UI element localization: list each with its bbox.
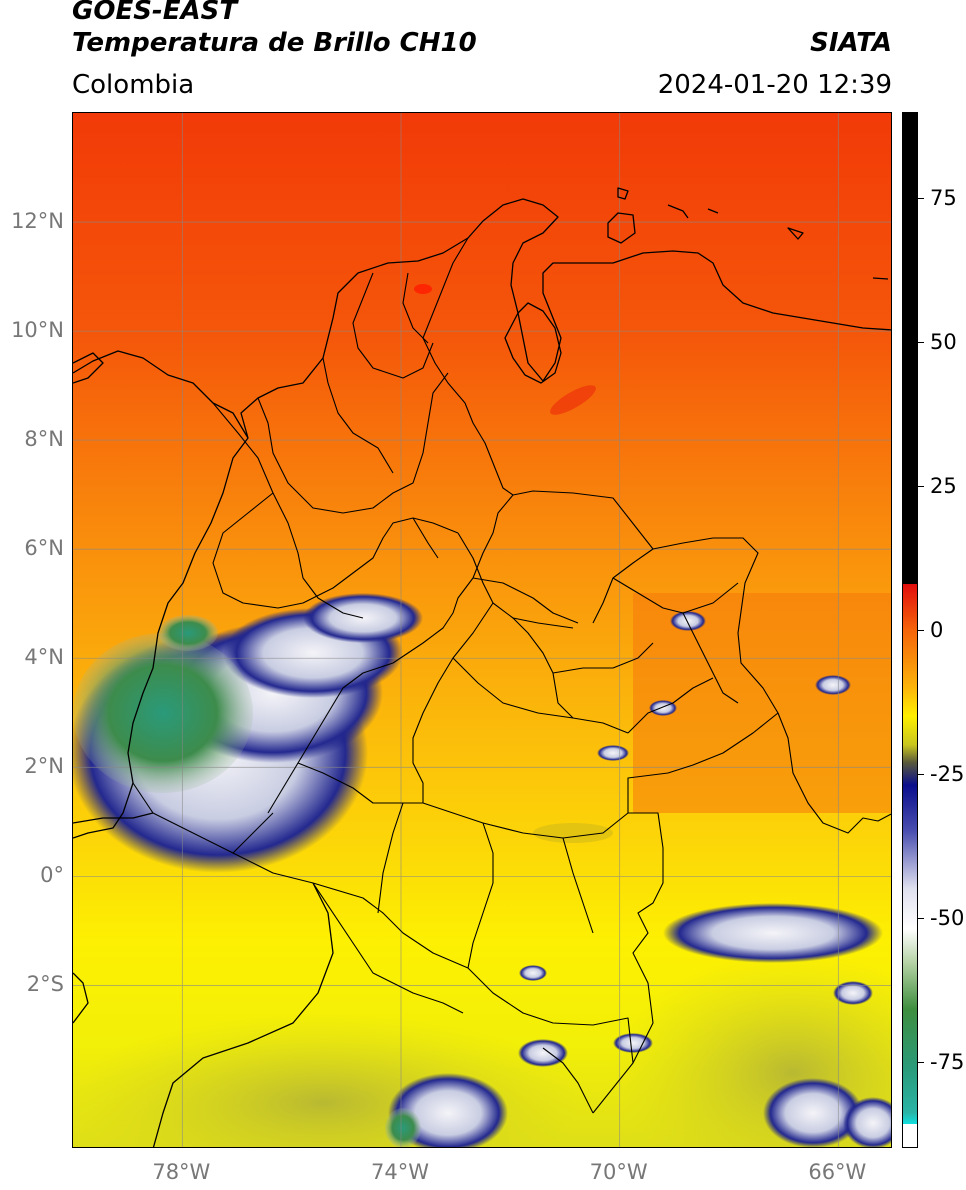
colorbar-tick-mark bbox=[918, 773, 924, 775]
colorbar-tick-label: 75 bbox=[930, 186, 957, 211]
longitude-tick-label: 70°W bbox=[589, 1160, 648, 1184]
colorbar-tick-mark bbox=[918, 342, 924, 344]
colorbar-tick-mark bbox=[918, 486, 924, 488]
product-title: Temperatura de Brillo CH10 bbox=[72, 28, 477, 58]
coastlines-and-borders bbox=[73, 187, 891, 1147]
brightness-temperature-map bbox=[73, 113, 891, 1147]
temperature-colorbar bbox=[902, 112, 918, 1148]
datetime-label: 2024-01-20 12:39 bbox=[657, 70, 892, 100]
political-borders bbox=[132, 237, 891, 1114]
colorbar-tick-mark bbox=[918, 198, 924, 200]
colorbar-tick-label: -75 bbox=[930, 1049, 965, 1074]
west-cloud-mass bbox=[73, 593, 423, 873]
latitude-tick-label: 12°N bbox=[11, 209, 64, 234]
colorbar-tick-mark bbox=[918, 1061, 924, 1063]
latitude-tick-label: 2°N bbox=[24, 754, 64, 779]
colorbar-tick-mark bbox=[918, 917, 924, 919]
colorbar-tick-label: -50 bbox=[930, 905, 965, 930]
longitude-tick-label: 74°W bbox=[371, 1160, 429, 1184]
latitude-tick-label: 4°N bbox=[24, 645, 64, 670]
longitude-tick-label: 78°W bbox=[152, 1160, 211, 1184]
latitude-tick-label: 0° bbox=[40, 863, 64, 888]
map-panel[interactable] bbox=[72, 112, 892, 1148]
colorbar-tick-label: 50 bbox=[930, 330, 957, 355]
graticule bbox=[73, 113, 891, 1147]
colorbar-tick-mark bbox=[918, 630, 924, 631]
region-label: Colombia bbox=[72, 70, 195, 100]
latitude-tick-label: 6°N bbox=[24, 536, 64, 561]
warm-streak bbox=[550, 385, 596, 415]
satellite-title: GOES-EAST bbox=[72, 0, 238, 26]
longitude-tick-label: 66°W bbox=[808, 1160, 867, 1184]
colorbar-tick-label: 25 bbox=[930, 474, 957, 499]
colorbar-tick-label: 0 bbox=[930, 618, 944, 642]
brand-label: SIATA bbox=[810, 28, 892, 58]
latitude-tick-label: 2°S bbox=[26, 972, 64, 997]
colorbar-tick-label: -25 bbox=[930, 761, 965, 786]
east-warm-field bbox=[633, 593, 891, 813]
latitude-tick-label: 10°N bbox=[11, 318, 64, 343]
warm-spot bbox=[414, 284, 432, 294]
latitude-tick-label: 8°N bbox=[24, 427, 64, 452]
